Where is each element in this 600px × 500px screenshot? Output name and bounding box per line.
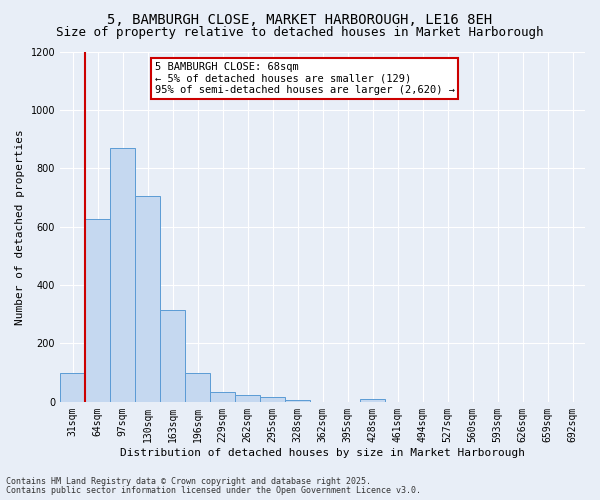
Y-axis label: Number of detached properties: Number of detached properties: [15, 129, 25, 324]
Bar: [60, 372, 85, 402]
Bar: [85, 220, 110, 402]
Text: Contains public sector information licensed under the Open Government Licence v3: Contains public sector information licen…: [6, 486, 421, 495]
Bar: [360, 399, 385, 402]
Text: 5, BAMBURGH CLOSE, MARKET HARBOROUGH, LE16 8EH: 5, BAMBURGH CLOSE, MARKET HARBOROUGH, LE…: [107, 12, 493, 26]
Text: Contains HM Land Registry data © Crown copyright and database right 2025.: Contains HM Land Registry data © Crown c…: [6, 477, 371, 486]
Bar: [260, 397, 285, 402]
X-axis label: Distribution of detached houses by size in Market Harborough: Distribution of detached houses by size …: [120, 448, 525, 458]
Bar: [135, 196, 160, 402]
Bar: [285, 400, 310, 402]
Bar: [110, 148, 135, 402]
Bar: [160, 310, 185, 402]
Bar: [210, 392, 235, 402]
Text: Size of property relative to detached houses in Market Harborough: Size of property relative to detached ho…: [56, 26, 544, 39]
Text: 5 BAMBURGH CLOSE: 68sqm
← 5% of detached houses are smaller (129)
95% of semi-de: 5 BAMBURGH CLOSE: 68sqm ← 5% of detached…: [155, 62, 455, 95]
Bar: [185, 372, 210, 402]
Bar: [235, 396, 260, 402]
